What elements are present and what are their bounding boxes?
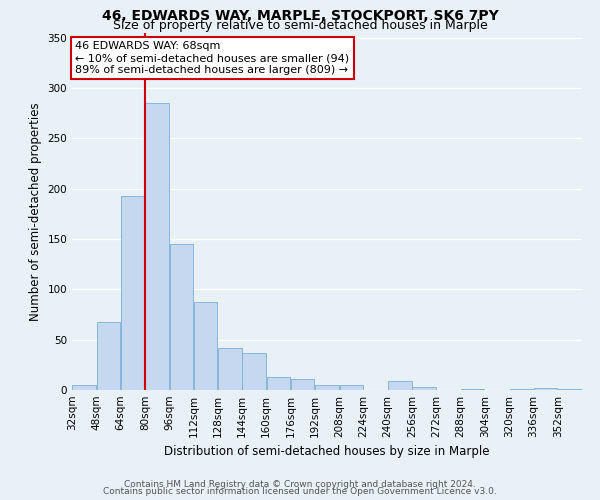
Bar xyxy=(242,352,266,390)
Text: Contains HM Land Registry data © Crown copyright and database right 2024.: Contains HM Land Registry data © Crown c… xyxy=(124,480,476,489)
Bar xyxy=(340,385,363,390)
Bar xyxy=(97,322,120,390)
Bar xyxy=(558,389,581,390)
Bar xyxy=(315,385,339,390)
Text: Size of property relative to semi-detached houses in Marple: Size of property relative to semi-detach… xyxy=(113,18,487,32)
Text: 46, EDWARDS WAY, MARPLE, STOCKPORT, SK6 7PY: 46, EDWARDS WAY, MARPLE, STOCKPORT, SK6 … xyxy=(101,9,499,23)
Y-axis label: Number of semi-detached properties: Number of semi-detached properties xyxy=(29,102,42,320)
Bar xyxy=(266,377,290,390)
Bar xyxy=(461,389,484,390)
Bar xyxy=(145,103,169,390)
X-axis label: Distribution of semi-detached houses by size in Marple: Distribution of semi-detached houses by … xyxy=(164,446,490,458)
Text: Contains public sector information licensed under the Open Government Licence v3: Contains public sector information licen… xyxy=(103,487,497,496)
Bar xyxy=(194,302,217,390)
Bar xyxy=(534,388,557,390)
Bar xyxy=(388,381,412,390)
Bar xyxy=(170,244,193,390)
Bar xyxy=(73,385,96,390)
Bar xyxy=(218,348,242,390)
Bar xyxy=(121,196,145,390)
Text: 46 EDWARDS WAY: 68sqm
← 10% of semi-detached houses are smaller (94)
89% of semi: 46 EDWARDS WAY: 68sqm ← 10% of semi-deta… xyxy=(75,42,349,74)
Bar xyxy=(291,379,314,390)
Bar xyxy=(509,389,533,390)
Bar xyxy=(412,387,436,390)
